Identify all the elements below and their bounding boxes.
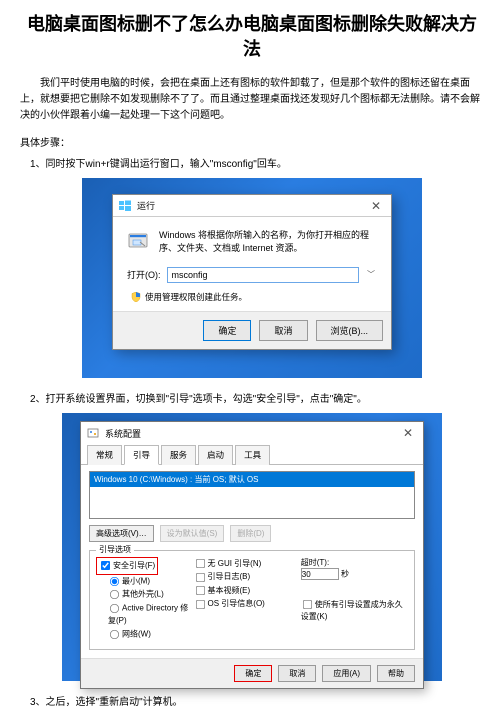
msconfig-title-text: 系统配置 (105, 427, 141, 440)
tab-tools[interactable]: 工具 (235, 445, 270, 465)
steps-label: 具体步骤： (20, 134, 484, 149)
run-admin-note: 使用管理权限创建此任务。 (145, 291, 247, 303)
safe-boot-checkbox[interactable]: 安全引导(F) (99, 561, 155, 570)
step-2: 2、打开系统设置界面，切换到"引导"选项卡，勾选"安全引导"，点击"确定"。 (30, 390, 484, 405)
adv-options-button[interactable]: 高级选项(V)… (89, 525, 154, 542)
close-icon[interactable]: ✕ (399, 426, 417, 440)
boot-log-checkbox[interactable]: 引导日志(B) (194, 572, 251, 581)
run-window-icon (119, 200, 131, 212)
alt-shell-radio[interactable]: 其他外壳(L) (108, 588, 194, 601)
set-default-button: 设为默认值(S) (160, 525, 225, 542)
no-gui-checkbox[interactable]: 无 GUI 引导(N) (194, 559, 262, 568)
run-dialog: 运行 ✕ Windows 将根据你所输入的名称，为你打开相应的程序、文件夹、文档… (112, 194, 392, 349)
run-title-text: 运行 (137, 199, 155, 212)
msconfig-ok-button[interactable]: 确定 (234, 665, 272, 682)
delete-button: 删除(D) (230, 525, 271, 542)
safe-boot-highlight: 安全引导(F) (96, 557, 158, 574)
boot-list[interactable]: Windows 10 (C:\Windows) : 当前 OS; 默认 OS (89, 471, 415, 519)
network-radio[interactable]: 网络(W) (108, 628, 194, 641)
screenshot-1: 运行 ✕ Windows 将根据你所输入的名称，为你打开相应的程序、文件夹、文档… (20, 178, 484, 378)
screenshot-2: 系统配置 ✕ 常规 引导 服务 启动 工具 Windows 10 (C:\Win… (20, 413, 484, 681)
boot-options-legend: 引导选项 (96, 544, 134, 555)
ad-repair-radio[interactable]: Active Directory 修复(P) (108, 602, 194, 628)
step-1: 1、同时按下win+r键调出运行窗口，输入"msconfig"回车。 (30, 155, 484, 170)
timeout-label: 超时(T): (301, 557, 408, 568)
tab-boot[interactable]: 引导 (124, 445, 159, 465)
os-info-checkbox[interactable]: OS 引导信息(O) (194, 599, 265, 608)
run-app-icon (127, 229, 151, 253)
msconfig-help-button[interactable]: 帮助 (377, 665, 415, 682)
boot-options-group: 引导选项 安全引导(F) 最小(M) 其他外壳(L) Active Direct… (89, 550, 415, 650)
close-icon[interactable]: ✕ (367, 199, 385, 213)
boot-list-item[interactable]: Windows 10 (C:\Windows) : 当前 OS; 默认 OS (90, 472, 414, 487)
dropdown-arrow-icon[interactable]: ﹀ (365, 269, 377, 280)
msconfig-window-icon (87, 427, 99, 439)
run-titlebar: 运行 ✕ (113, 195, 391, 217)
msconfig-titlebar: 系统配置 ✕ (81, 422, 423, 444)
minimal-radio[interactable]: 最小(M) (108, 575, 194, 588)
run-description: Windows 将根据你所输入的名称，为你打开相应的程序、文件夹、文档或 Int… (159, 229, 377, 254)
timeout-unit: 秒 (341, 570, 349, 579)
timeout-input[interactable] (301, 568, 339, 580)
step-3: 3、之后，选择"重新启动"计算机。 (30, 693, 484, 708)
run-open-label: 打开(O): (127, 268, 161, 281)
msconfig-dialog: 系统配置 ✕ 常规 引导 服务 启动 工具 Windows 10 (C:\Win… (80, 421, 424, 689)
base-video-checkbox[interactable]: 基本视频(E) (194, 586, 251, 595)
run-input[interactable] (167, 267, 360, 283)
persist-checkbox[interactable]: 使所有引导设置成为永久设置(K) (301, 600, 403, 621)
tabs: 常规 引导 服务 启动 工具 (81, 444, 423, 465)
run-cancel-button[interactable]: 取消 (259, 320, 307, 341)
tab-startup[interactable]: 启动 (198, 445, 233, 465)
msconfig-cancel-button[interactable]: 取消 (278, 665, 316, 682)
intro-paragraph: 我们平时使用电脑的时候，会把在桌面上还有图标的软件卸载了，但是那个软件的图标还留… (20, 76, 484, 124)
run-browse-button[interactable]: 浏览(B)... (316, 320, 384, 341)
msconfig-apply-button[interactable]: 应用(A) (322, 665, 371, 682)
shield-icon (131, 292, 141, 302)
tab-general[interactable]: 常规 (87, 445, 122, 465)
run-ok-button[interactable]: 确定 (203, 320, 251, 341)
page-title: 电脑桌面图标删不了怎么办电脑桌面图标删除失败解决方法 (20, 12, 484, 62)
tab-services[interactable]: 服务 (161, 445, 196, 465)
